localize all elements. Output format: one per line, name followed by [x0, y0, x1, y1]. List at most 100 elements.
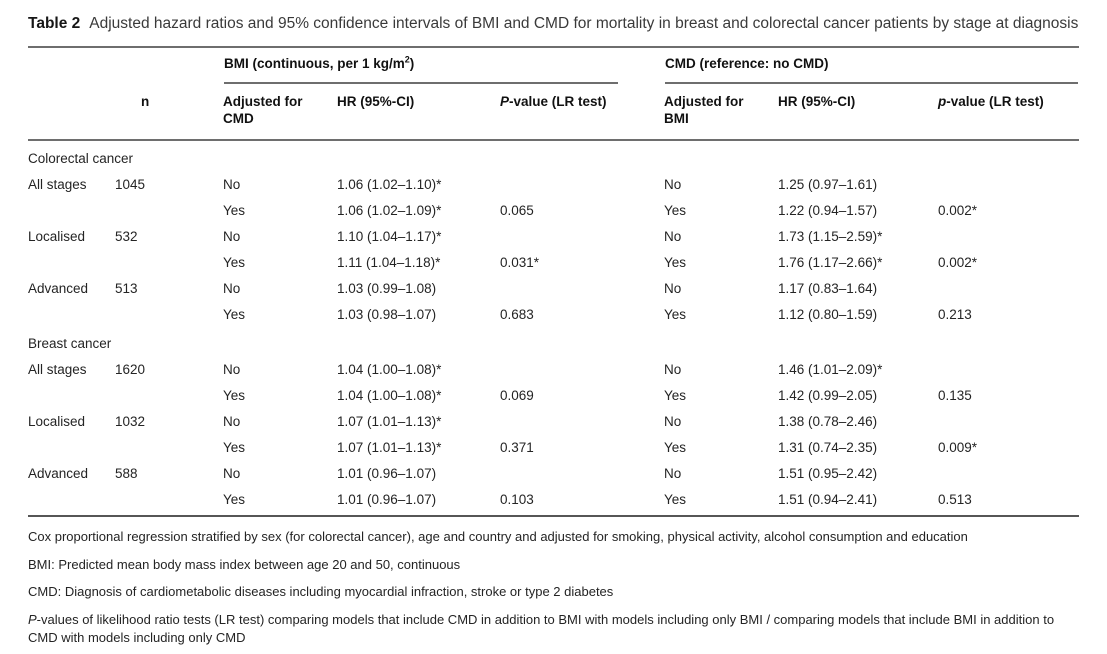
cell-adjusted-cmd: Yes — [223, 307, 246, 323]
cell-adjusted-cmd: Yes — [223, 255, 246, 271]
cell-hr-cmd: 1.51 (0.95–2.42) — [778, 466, 878, 482]
table-row: All stages 1045 No 1.06 (1.02–1.10)* No … — [28, 172, 1079, 198]
cell-adjusted-cmd: No — [223, 177, 241, 193]
cell-p-cmd — [938, 357, 1079, 383]
cell-p-cmd: 0.135 — [938, 388, 972, 404]
footnote-cmd-definition: CMD: Diagnosis of cardiometabolic diseas… — [28, 584, 614, 600]
cell-n: 513 — [115, 281, 138, 297]
cell-hr-cmd: 1.31 (0.74–2.35) — [778, 440, 878, 456]
cell-adjusted-cmd: No — [223, 229, 241, 245]
bmi-group-label-close: ) — [409, 55, 415, 71]
table-row: Advanced 513 No 1.03 (0.99–1.08) No 1.17… — [28, 276, 1079, 302]
n-column-header: n — [115, 84, 223, 142]
cell-stage — [28, 250, 115, 276]
table-row: Yes 1.01 (0.96–1.07) 0.103 Yes 1.51 (0.9… — [28, 487, 1079, 518]
cell-adjusted-cmd: No — [223, 414, 241, 430]
cell-stage — [28, 383, 115, 409]
p-value-label-rest: -value (LR test) — [509, 93, 607, 109]
cell-hr-bmi: 1.04 (1.00–1.08)* — [337, 388, 442, 404]
cell-p-bmi — [500, 461, 664, 487]
bmi-group-header-text: BMI (continuous, per 1 kg/m2) — [224, 49, 618, 84]
cell-hr-bmi: 1.06 (1.02–1.10)* — [337, 177, 442, 193]
table-row: Advanced 588 No 1.01 (0.96–1.07) No 1.51… — [28, 461, 1079, 487]
cell-adjusted-cmd: No — [223, 362, 241, 378]
cell-hr-bmi: 1.06 (1.02–1.09)* — [337, 203, 442, 219]
cell-hr-cmd: 1.12 (0.80–1.59) — [778, 307, 878, 323]
table-row: Yes 1.03 (0.98–1.07) 0.683 Yes 1.12 (0.8… — [28, 302, 1079, 328]
cell-hr-cmd: 1.42 (0.99–2.05) — [778, 388, 878, 404]
cell-hr-cmd: 1.22 (0.94–1.57) — [778, 203, 878, 219]
cell-adjusted-cmd: No — [223, 281, 241, 297]
table-row: Yes 1.04 (1.00–1.08)* 0.069 Yes 1.42 (0.… — [28, 383, 1079, 409]
cell-n — [115, 383, 223, 409]
table-row: Localised 532 No 1.10 (1.04–1.17)* No 1.… — [28, 224, 1079, 250]
cell-stage — [28, 302, 115, 328]
cell-adjusted-bmi: No — [664, 177, 682, 193]
cell-n — [115, 250, 223, 276]
table-caption: Table 2 Adjusted hazard ratios and 95% co… — [28, 12, 1079, 37]
cell-n — [115, 198, 223, 224]
cell-adjusted-cmd: Yes — [223, 203, 246, 219]
cell-p-bmi — [500, 172, 664, 198]
cell-n — [115, 302, 223, 328]
cell-hr-bmi: 1.07 (1.01–1.13)* — [337, 440, 442, 456]
p-italic: p — [938, 93, 947, 109]
cell-p-cmd: 0.009* — [938, 440, 978, 456]
cell-hr-bmi: 1.10 (1.04–1.17)* — [337, 229, 442, 245]
cell-adjusted-bmi: No — [664, 414, 682, 430]
p-value-cmd-column-header: p-value (LR test) — [938, 84, 1079, 142]
cell-p-cmd: 0.513 — [938, 487, 1079, 518]
table-row: Yes 1.11 (1.04–1.18)* 0.031* Yes 1.76 (1… — [28, 250, 1079, 276]
cmd-group-header: CMD (reference: no CMD) — [664, 45, 1079, 85]
section-row-breast: Breast cancer — [28, 328, 1079, 357]
bmi-group-header: BMI (continuous, per 1 kg/m2) — [223, 45, 664, 85]
cell-adjusted-cmd: Yes — [223, 388, 246, 404]
bmi-group-superscript: 2 — [404, 54, 410, 65]
cell-stage: Localised — [28, 414, 86, 430]
cell-p-bmi: 0.371 — [500, 440, 534, 456]
table-row: Yes 1.06 (1.02–1.09)* 0.065 Yes 1.22 (0.… — [28, 198, 1079, 224]
table-row: Yes 1.07 (1.01–1.13)* 0.371 Yes 1.31 (0.… — [28, 435, 1079, 461]
p-value-label-rest: -value (LR test) — [946, 93, 1044, 109]
cell-stage: Advanced — [28, 281, 89, 297]
cell-p-cmd — [938, 224, 1079, 250]
cell-stage: All stages — [28, 177, 87, 193]
table-header: BMI (continuous, per 1 kg/m2) CMD (refer… — [28, 45, 1079, 142]
cell-p-bmi: 0.065 — [500, 203, 534, 219]
cell-adjusted-bmi: No — [664, 281, 682, 297]
cell-hr-bmi: 1.03 (0.99–1.08) — [337, 281, 437, 297]
cell-adjusted-bmi: Yes — [664, 203, 687, 219]
cell-hr-bmi: 1.11 (1.04–1.18)* — [337, 255, 441, 271]
cell-adjusted-bmi: Yes — [664, 255, 687, 271]
cell-hr-bmi: 1.01 (0.96–1.07) — [337, 466, 437, 482]
cell-p-bmi — [500, 276, 664, 302]
cell-p-cmd: 0.002* — [938, 203, 978, 219]
cell-p-bmi: 0.103 — [500, 487, 664, 518]
cell-stage — [28, 487, 115, 518]
cell-hr-cmd: 1.46 (1.01–2.09)* — [778, 362, 883, 378]
bmi-group-label: BMI (continuous, per 1 kg/m — [224, 55, 405, 71]
cell-p-cmd — [938, 461, 1079, 487]
cell-p-cmd: 0.002* — [938, 255, 978, 271]
cell-stage: Advanced — [28, 466, 89, 482]
cell-n: 1045 — [115, 177, 146, 193]
cell-hr-bmi: 1.07 (1.01–1.13)* — [337, 414, 442, 430]
cell-p-cmd — [938, 276, 1079, 302]
hr-bmi-column-header: HR (95%-CI) — [337, 84, 500, 142]
cell-hr-bmi: 1.01 (0.96–1.07) — [337, 487, 500, 518]
cell-hr-cmd: 1.17 (0.83–1.64) — [778, 281, 878, 297]
section-label: Colorectal cancer — [28, 151, 134, 167]
cell-p-bmi — [500, 224, 664, 250]
table-row: Localised 1032 No 1.07 (1.01–1.13)* No 1… — [28, 409, 1079, 435]
adjusted-for-bmi-column-header: Adjusted for BMI — [664, 84, 778, 142]
cell-adjusted-bmi: No — [664, 362, 682, 378]
cell-n: 588 — [115, 466, 138, 482]
p-italic: P — [28, 611, 37, 627]
cell-adjusted-bmi: Yes — [664, 388, 687, 404]
table-row: All stages 1620 No 1.04 (1.00–1.08)* No … — [28, 357, 1079, 383]
cell-hr-bmi: 1.03 (0.98–1.07) — [337, 307, 437, 323]
cell-adjusted-cmd: Yes — [223, 440, 246, 456]
p-value-bmi-column-header: P-value (LR test) — [500, 84, 664, 142]
